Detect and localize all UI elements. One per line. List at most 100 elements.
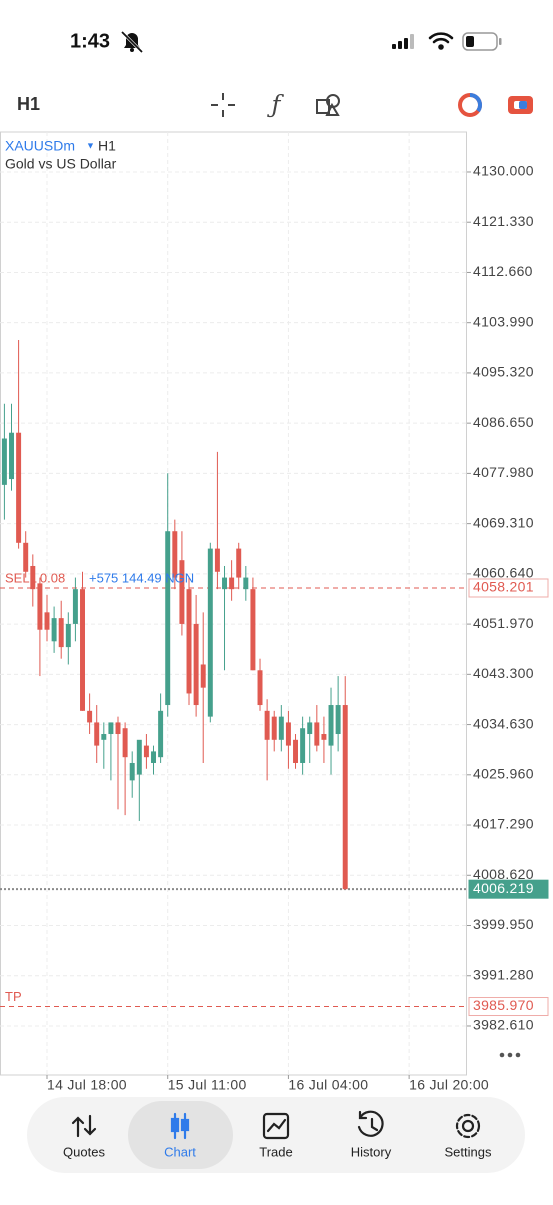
grid	[0, 132, 471, 1079]
nav-active-highlight	[128, 1101, 233, 1169]
symbol[interactable]: XAUUSDm	[5, 138, 75, 154]
candle-body	[44, 612, 50, 630]
y-tick-label: 3999.950	[473, 916, 534, 932]
y-tick-label: 3982.610	[473, 1017, 534, 1033]
y-tick-label: 4103.990	[473, 313, 534, 329]
symbol-dropdown[interactable]: ▼	[86, 140, 95, 150]
y-tick-label: 4095.320	[473, 364, 534, 380]
candle-body	[23, 542, 29, 572]
nav-item[interactable]: Settings	[445, 1144, 492, 1159]
candle-body	[94, 722, 100, 746]
labels: 4130.000 4121.330 4112.660 4103.990 4095.320…	[5, 163, 549, 1093]
candle-body	[278, 716, 284, 740]
x-tick-label: 16 Jul 04:00	[288, 1077, 368, 1093]
candle-body	[151, 751, 156, 763]
y-tick-label: 4043.300	[473, 665, 534, 681]
x-tick-label: 14 Jul 18:00	[47, 1077, 127, 1093]
y-tick-label: 4034.630	[473, 715, 534, 731]
candle-body	[122, 728, 128, 758]
candle-body	[16, 432, 22, 543]
y-tick-label: 4130.000	[473, 163, 534, 179]
candle-body	[37, 583, 43, 630]
silent-icon	[120, 30, 144, 54]
candle-body	[321, 734, 327, 740]
candle-body	[108, 722, 114, 735]
crosshair-button[interactable]	[211, 93, 235, 117]
candle-body	[72, 589, 78, 624]
symbol-description: Gold vs US Dollar	[5, 156, 117, 172]
candle-body	[129, 762, 135, 781]
account-button[interactable]	[458, 93, 482, 117]
y-tick-label: 4077.980	[473, 464, 534, 480]
candle-body	[229, 577, 235, 590]
candle-body	[143, 745, 149, 758]
candle-body	[158, 710, 164, 758]
price-label-box	[468, 578, 549, 598]
candle-body	[271, 716, 277, 740]
candle-body	[222, 577, 228, 590]
candle-body	[80, 589, 85, 711]
candle-body	[115, 722, 121, 735]
nav-item[interactable]: Chart	[164, 1144, 196, 1159]
candle-body	[335, 705, 341, 735]
nav-item[interactable]: History	[351, 1144, 392, 1159]
wifi-icon	[428, 32, 454, 50]
candle-body	[65, 623, 71, 648]
y-tick-label: 3991.280	[473, 966, 534, 982]
price-line-name: SELL 0.08	[5, 570, 65, 585]
nav-icons	[71, 1110, 481, 1140]
candle-body	[236, 548, 242, 578]
candle-body	[328, 705, 334, 746]
y-tick-label: 4121.330	[473, 213, 534, 229]
chart-frame	[0, 131, 467, 1076]
nav-item[interactable]: Quotes	[63, 1144, 105, 1159]
candle-body	[186, 589, 192, 694]
y-tick-label: 4069.310	[473, 514, 534, 530]
candle-body	[9, 432, 14, 480]
candle-body	[193, 623, 199, 706]
timeframe-button[interactable]: H1	[17, 94, 40, 114]
candle-body	[1, 438, 7, 485]
candle-body	[179, 560, 185, 624]
price-lines	[0, 587, 467, 1008]
signal-icon	[392, 34, 414, 49]
nav-item[interactable]: Trade	[259, 1144, 292, 1159]
nav-bar	[27, 1097, 525, 1173]
indicators-button[interactable]: ƒ	[267, 91, 285, 119]
price-label-box	[468, 879, 549, 899]
candle-body	[342, 705, 348, 890]
price-label: 3985.970	[473, 997, 534, 1013]
y-tick-label: 4017.290	[473, 816, 534, 832]
candle-body	[214, 548, 220, 572]
candle-body	[172, 531, 178, 578]
nav-items: Quotes Chart Trade History Settings	[63, 1101, 492, 1169]
candle-body	[51, 618, 57, 642]
price-label: 4058.201	[473, 579, 534, 595]
candle-body	[300, 728, 306, 763]
x-tick-label: 15 Jul 11:00	[168, 1077, 247, 1093]
candle-body	[285, 722, 291, 746]
candle-body	[30, 565, 36, 590]
candle-body	[165, 531, 171, 706]
y-tick-label: 4086.650	[473, 414, 534, 430]
y-tick-label: 4060.640	[473, 565, 534, 581]
candle-body	[314, 722, 320, 746]
candle-body	[87, 710, 93, 723]
candle-body	[243, 577, 249, 590]
more-button[interactable]	[499, 1052, 521, 1058]
candle-body	[264, 710, 270, 740]
trade-button[interactable]	[508, 96, 533, 114]
price-label: 4006.219	[473, 880, 534, 896]
candle-body	[101, 734, 107, 740]
x-tick-label: 16 Jul 20:00	[409, 1077, 489, 1093]
objects-button[interactable]	[316, 94, 340, 116]
y-tick-label: 4051.970	[473, 615, 534, 631]
candle-body	[307, 722, 313, 735]
candle-body	[257, 670, 263, 706]
y-tick-label: 4112.660	[473, 263, 533, 279]
battery-icon	[462, 32, 502, 51]
price-line-profit: +575 144.49 NGN	[89, 570, 194, 585]
